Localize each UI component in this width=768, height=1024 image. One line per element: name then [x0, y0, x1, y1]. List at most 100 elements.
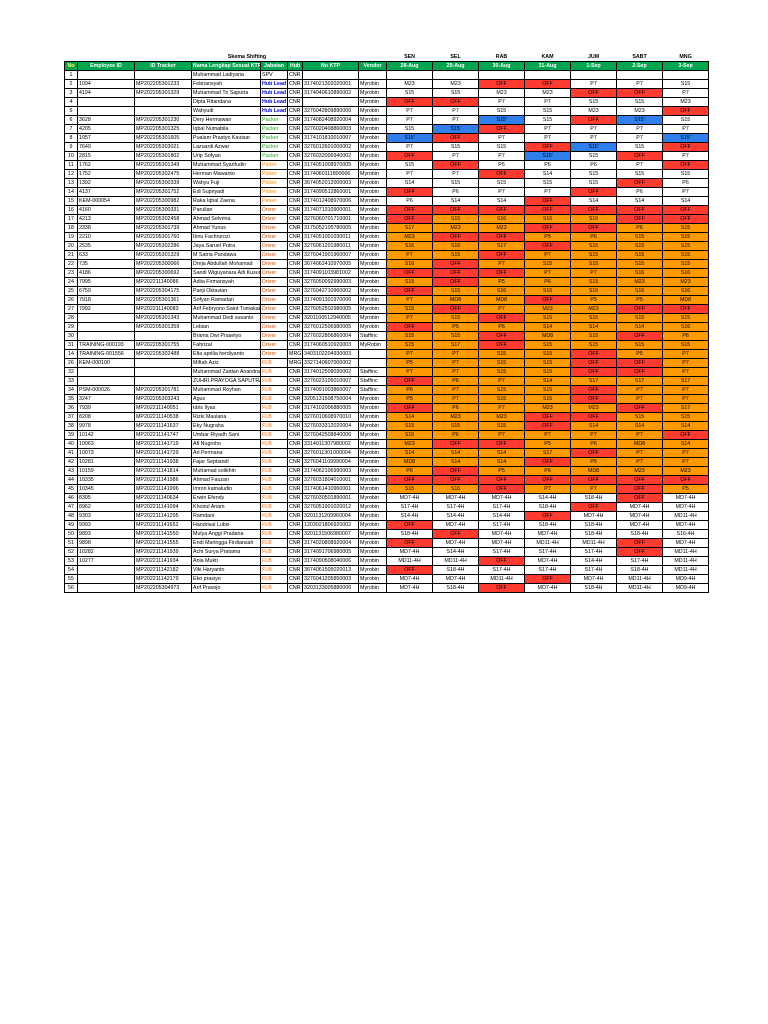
row-no-cell: 30: [64, 331, 78, 341]
id-tracker-cell: MP202211141652: [133, 520, 193, 530]
shift-cell: S17-4H: [478, 520, 526, 530]
full-name-cell: Muhammad Royhan: [191, 385, 262, 395]
table-row: 29 MP202205301359 Lebian Driver CNR 327601250…: [64, 322, 710, 332]
shift-cell: S18-4H: [570, 583, 618, 593]
position-cell: FLB: [260, 376, 289, 386]
id-tracker-cell: [133, 106, 193, 116]
shift-cell: M23: [616, 466, 664, 476]
shift-cell: S15: [524, 313, 572, 323]
shift-cell: S15: [386, 421, 434, 431]
shift-cell: S15: [616, 313, 664, 323]
shift-cell: P5: [386, 358, 434, 368]
shift-cell: P7: [432, 115, 480, 125]
shift-cell: P7: [616, 430, 664, 440]
shift-cell: S15: [386, 160, 434, 170]
employee-id-cell: 10073: [77, 448, 135, 458]
vendor-cell: Myrobin: [358, 457, 388, 467]
table-row: 19 2210 MP202205301760 Ibnu Fachrurozi Drive…: [64, 232, 710, 242]
shift-cell: P7: [662, 385, 710, 395]
shift-cell: OFF: [524, 574, 572, 584]
ktp-number-cell: 1203021806920002: [302, 520, 360, 530]
shift-cell: S15: [524, 358, 572, 368]
hub-cell: CNR: [287, 205, 304, 215]
full-name-cell: Rizki Maulana: [191, 412, 262, 422]
full-name-cell: Arif Pravojo: [191, 583, 262, 593]
shift-cell: OFF: [386, 268, 434, 278]
employee-id-cell: 7992: [77, 304, 135, 314]
row-no-cell: 23: [64, 268, 78, 278]
shift-cell: S17: [616, 376, 664, 386]
ktp-number-cell: 3276041109990004: [302, 457, 360, 467]
shift-cell: S15: [524, 106, 572, 116]
shift-cell: P7: [662, 448, 710, 458]
shift-cell: OFF: [478, 556, 526, 566]
full-name-cell: Brama Dwi Prasetyo: [191, 331, 262, 341]
shift-cell: OFF: [432, 97, 480, 107]
position-cell: Driver: [260, 214, 289, 224]
shift-cell: MD7-4H: [478, 529, 526, 539]
shift-cell: P7: [524, 268, 572, 278]
table-row: 41 10073 MP202211141729 Ari Permana FLB CNR 32…: [64, 448, 710, 458]
shift-cell: S15: [386, 484, 434, 494]
employee-id-cell: [77, 376, 135, 386]
shift-cell: OFF: [478, 475, 526, 485]
full-name-cell: Ahmad Selvrina: [191, 214, 262, 224]
hub-cell: CNR: [287, 322, 304, 332]
shift-cell: OFF: [570, 223, 618, 233]
shift-cell: MD11-4H: [616, 574, 664, 584]
day-name-fri: JUM: [570, 53, 617, 62]
vendor-cell: MyRobin: [358, 340, 388, 350]
vendor-cell: Myrobin: [358, 493, 388, 503]
id-tracker-cell: MP202211141094: [133, 502, 193, 512]
shift-cell: M23: [524, 88, 572, 98]
full-name-cell: Idris Ilyas: [191, 403, 262, 413]
position-cell: Driver: [260, 322, 289, 332]
employee-id-cell: 7939: [77, 403, 135, 413]
shift-cell: OFF: [570, 412, 618, 422]
position-cell: Picker: [260, 196, 289, 206]
shift-cell: S15: [432, 250, 480, 260]
employee-id-cell: 7995: [77, 277, 135, 287]
position-cell: Picker: [260, 160, 289, 170]
hub-cell: CNR: [287, 475, 304, 485]
employee-id-cell: TRAINING-001556: [77, 349, 135, 359]
table-row: 55 MP202211142179 Eko prasiyo FLB CNR 3276041…: [64, 574, 710, 584]
shift-cell: S16: [432, 484, 480, 494]
id-tracker-cell: MP202205302458: [133, 214, 193, 224]
vendor-cell: [358, 70, 388, 80]
hub-cell: CNR: [287, 241, 304, 251]
employee-id-cell: 4194: [77, 88, 135, 98]
position-cell: FLB: [260, 520, 289, 530]
shift-cell: OFF: [478, 124, 526, 134]
ktp-number-cell: 3174051001030011: [302, 232, 360, 242]
employee-id-cell: 9993: [77, 520, 135, 530]
vendor-cell: Myrobin: [358, 187, 388, 197]
shift-cell: S15: [432, 286, 480, 296]
full-name-cell: Ahmad Fauzan: [191, 475, 262, 485]
vendor-cell: Myrobin: [358, 538, 388, 548]
id-tracker-cell: MP202211141939: [133, 547, 193, 557]
table-row: 2 1094 MP202205301233 Febriansyah Hub Lead CN…: [64, 79, 710, 89]
day-name-wed: RAB: [478, 53, 525, 62]
employee-id-cell: 735: [77, 259, 135, 269]
shift-cell: OFF: [386, 205, 434, 215]
header-date-thu: 31-Aug: [524, 61, 572, 71]
hub-cell: CNR: [287, 79, 304, 89]
shift-cell: M23: [524, 304, 572, 314]
shift-cell: S15: [478, 142, 526, 152]
vendor-cell: Myrobin: [358, 142, 388, 152]
shift-cell: OFF: [662, 205, 710, 215]
shift-cell: S15: [386, 331, 434, 341]
ktp-number-cell: 3403102204930003: [302, 349, 360, 359]
shift-cell: MD7-4H: [386, 493, 434, 503]
ktp-number-cell: 3314011307980002: [302, 439, 360, 449]
shift-cell: M23: [524, 403, 572, 413]
row-no-cell: 28: [64, 313, 78, 323]
shift-cell: S15: [478, 106, 526, 116]
full-name-cell: Muhammad Ladiyana: [191, 70, 262, 80]
shift-cell: M23: [662, 277, 710, 287]
shift-cell: S17: [570, 376, 618, 386]
ktp-number-cell: 3174091003860007: [302, 385, 360, 395]
shift-cell: S15: [386, 340, 434, 350]
shift-cell: MD11-4H: [662, 565, 710, 575]
